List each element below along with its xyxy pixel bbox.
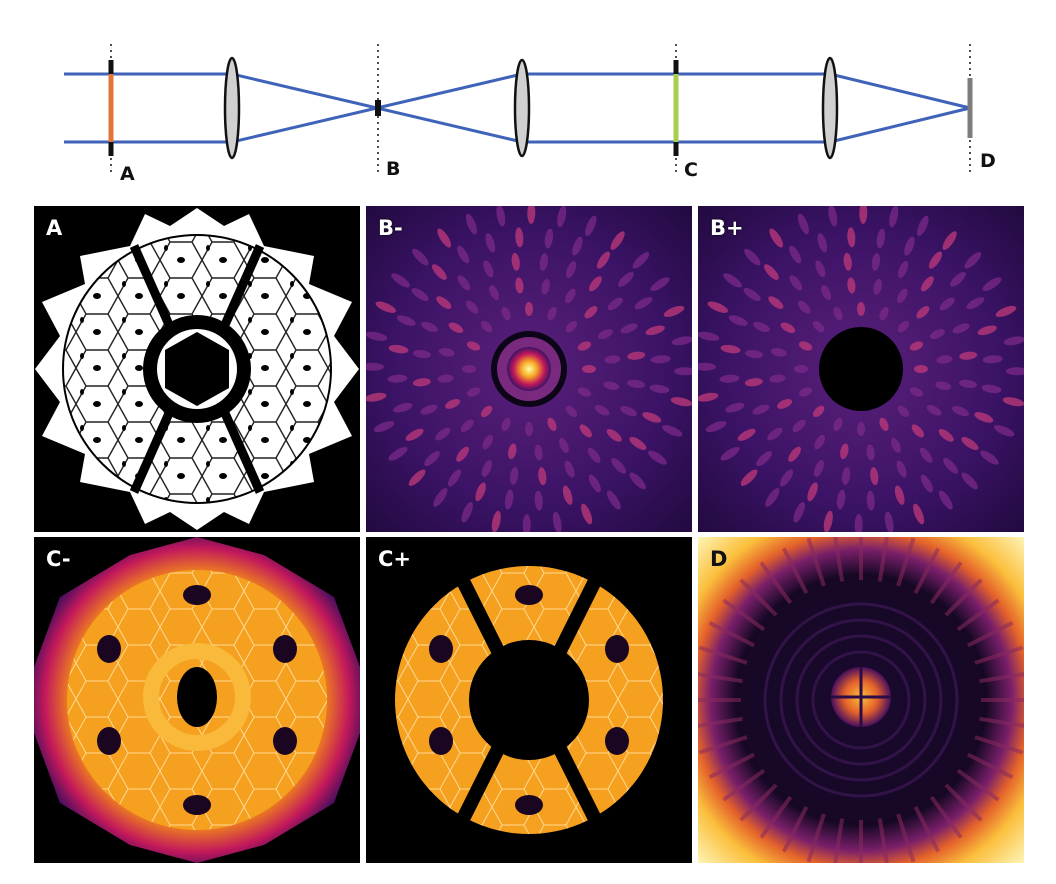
lyot-stop-image <box>366 537 692 863</box>
plane-label-b: B <box>386 158 400 180</box>
panel-label: D <box>710 547 728 571</box>
speckle-pattern <box>698 206 1024 532</box>
plane-label-c: C <box>684 159 698 181</box>
panel-label: C- <box>46 547 71 571</box>
panel-detector-image: D <box>698 537 1024 863</box>
detector-image <box>698 537 1024 863</box>
focal-plane-image <box>366 206 692 532</box>
panel-lyot-plane-before-stop: C- <box>34 537 360 863</box>
lens-1 <box>223 56 241 160</box>
panel-pupil-mask: A <box>34 206 360 532</box>
focal-plane-occulted-image <box>698 206 1024 532</box>
focal-mask-element <box>375 100 381 116</box>
panel-focal-plane-after-mask: B+ <box>698 206 1024 532</box>
panel-label: C+ <box>378 547 412 571</box>
panel-label: B- <box>378 216 403 240</box>
detector-ring-pattern <box>698 537 1024 863</box>
lens-2 <box>513 58 531 158</box>
plane-label-a: A <box>120 163 135 185</box>
plane-label-d: D <box>980 150 996 172</box>
panel-focal-plane-before-mask: B- <box>366 206 692 532</box>
panel-lyot-plane-after-stop: C+ <box>366 537 692 863</box>
lens-3 <box>821 56 839 160</box>
panel-label: A <box>46 216 63 240</box>
optical-layout-diagram: A B C D <box>64 44 996 185</box>
panel-label: B+ <box>710 216 744 240</box>
lyot-plane-image <box>34 537 360 863</box>
speckle-pattern <box>366 206 692 532</box>
pupil-mask-image <box>35 208 359 530</box>
